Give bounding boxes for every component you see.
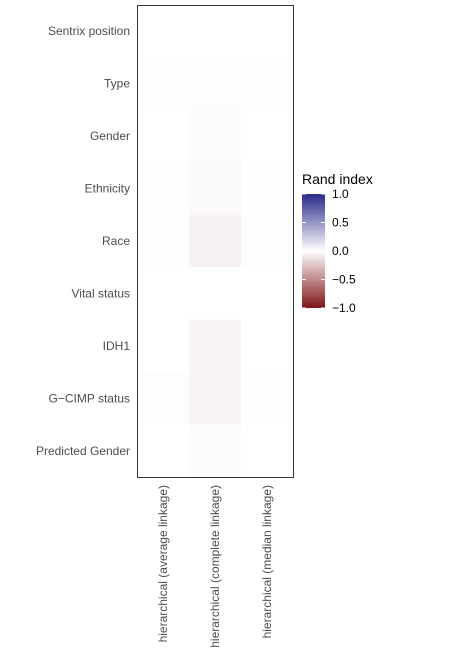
heatmap-cells [137, 5, 293, 477]
legend-tick-label: −0.5 [332, 273, 356, 287]
heatmap-cell [137, 424, 189, 477]
heatmap-cell [189, 424, 241, 477]
y-tick-label: IDH1 [103, 339, 131, 353]
heatmap-cell [137, 267, 189, 320]
x-tick-label: hierarchical (median linkage) [260, 485, 274, 638]
y-tick-label: Gender [90, 129, 130, 143]
x-tick-label: hierarchical (average linkage) [156, 485, 170, 642]
legend-title: Rand index [302, 171, 373, 187]
heatmap-cell [241, 109, 293, 163]
heatmap-cell [189, 319, 241, 373]
heatmap-cell [137, 319, 189, 373]
heatmap-cell [137, 109, 189, 163]
y-tick-label: Predicted Gender [36, 444, 130, 458]
y-tick-labels: Sentrix position Type Gender Ethnicity Race V… [36, 24, 130, 458]
heatmap-cell [189, 109, 241, 163]
heatmap-cell [241, 319, 293, 373]
legend: Rand index 1.0 0.5 0.0 −0.5 −1.0 [302, 171, 373, 315]
heatmap-cell [241, 57, 293, 110]
legend-tick-label: 0.5 [332, 216, 349, 230]
heatmap-cell [241, 372, 293, 425]
x-tick-labels: hierarchical (average linkage) hierarchic… [156, 485, 274, 648]
legend-tick-label: −1.0 [332, 301, 356, 315]
heatmap-cell [137, 57, 189, 110]
legend-ticks: 1.0 0.5 0.0 −0.5 −1.0 [302, 187, 356, 315]
heatmap-cell [241, 5, 293, 58]
heatmap-cell [137, 372, 189, 425]
heatmap-cell [189, 162, 241, 215]
heatmap-cell [189, 57, 241, 110]
y-tick-label: Vital status [72, 286, 130, 300]
x-tick-label: hierarchical (complete linkage) [208, 485, 222, 648]
heatmap-cell [189, 5, 241, 58]
heatmap-cell [241, 267, 293, 320]
heatmap-cell [189, 214, 241, 268]
heatmap-cell [241, 162, 293, 215]
panel-border [137, 5, 294, 478]
y-tick-label: G−CIMP status [49, 391, 130, 405]
heatmap-cell [189, 372, 241, 425]
heatmap-cell [189, 267, 241, 320]
y-tick-label: Race [102, 234, 130, 248]
heatmap-cell [137, 162, 189, 215]
legend-tick-label: 0.0 [332, 244, 349, 258]
heatmap-cell [241, 214, 293, 268]
legend-colorbar [302, 194, 325, 308]
y-tick-label: Type [104, 77, 130, 91]
y-tick-label: Sentrix position [48, 24, 130, 38]
heatmap-cell [137, 5, 189, 58]
heatmap-cell [137, 214, 189, 268]
y-tick-label: Ethnicity [85, 182, 130, 196]
legend-tick-label: 1.0 [332, 187, 349, 201]
heatmap-cell [241, 424, 293, 477]
